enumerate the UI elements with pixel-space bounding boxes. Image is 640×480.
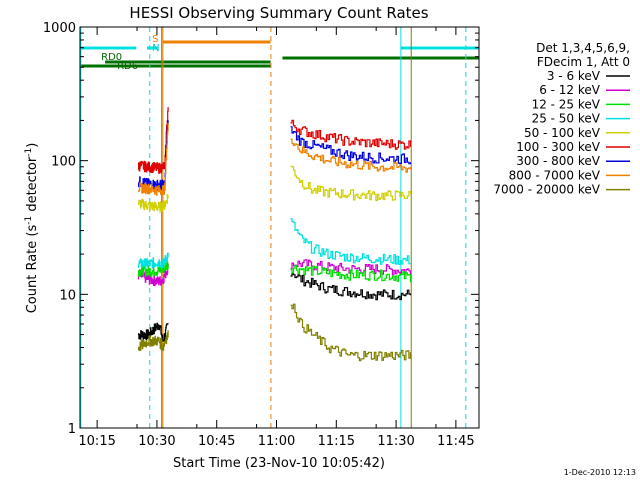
footer-date: 1-Dec-2010 12:13 (564, 468, 636, 477)
chart-title: HESSI Observing Summary Count Rates (129, 4, 428, 22)
series-line (290, 273, 411, 301)
legend-header-2: FDecim 1, Att 0 (537, 55, 630, 69)
y-tick-label: 1 (68, 422, 76, 437)
legend-entry-label: 7000 - 20000 keV (493, 183, 600, 197)
series-line (138, 194, 169, 213)
series-line (138, 120, 169, 191)
series-line (138, 107, 169, 174)
series-line (290, 218, 411, 265)
series-line (290, 303, 411, 362)
y-axis-label-end: ) (25, 143, 40, 148)
y-axis-label-main: Count Rate (s (25, 225, 40, 314)
y-axis-label-sup1: -1 (24, 216, 34, 225)
y-axis-label-sup2: -1 (24, 148, 34, 157)
plot-frame (79, 26, 480, 429)
x-tick-label: 11:00 (258, 434, 295, 449)
y-axis-label-mid: detector (25, 156, 40, 216)
annotation-label: RD6 (117, 61, 138, 72)
legend-header-1: Det 1,3,4,5,6,9, (536, 41, 630, 55)
annotation-label: N (152, 43, 159, 54)
series-line (290, 138, 411, 173)
series-line (290, 119, 411, 150)
y-tick-label: 10 (59, 288, 76, 303)
series-line (138, 322, 169, 342)
legend-entry-label: 100 - 300 keV (516, 140, 600, 154)
legend-entry-label: 6 - 12 keV (539, 83, 601, 97)
x-tick-label: 11:30 (377, 434, 414, 449)
y-tick-label: 100 (51, 155, 76, 170)
legend-entry-label: 3 - 6 keV (547, 69, 601, 83)
y-axis-label: Count Rate (s-1 detector-1) (24, 143, 40, 314)
x-tick-label: 11:45 (437, 434, 474, 449)
series-line (290, 165, 411, 202)
legend-entry-label: 800 - 7000 keV (509, 168, 601, 182)
legend: Det 1,3,4,5,6,9, FDecim 1, Att 0 3 - 6 k… (493, 41, 630, 197)
series-line (138, 122, 169, 196)
x-tick-label: 11:15 (318, 434, 355, 449)
series-line (138, 330, 169, 351)
x-tick-label: 10:15 (78, 434, 115, 449)
x-axis-label: Start Time (23-Nov-10 10:05:42) (173, 456, 385, 471)
series-line (138, 261, 169, 277)
legend-entry-label: 12 - 25 keV (532, 97, 601, 111)
axes: 1 10 100 1000 10:15 10:30 10:45 11:00 11:15 11:30… (43, 21, 480, 449)
annotation-label: S (152, 34, 158, 45)
series-line (138, 252, 169, 270)
series-line (290, 265, 411, 283)
legend-entry-label: 50 - 100 keV (524, 126, 601, 140)
x-tick-label: 10:45 (198, 434, 235, 449)
y-tick-label: 1000 (43, 21, 76, 36)
legend-entry-label: 25 - 50 keV (532, 112, 601, 126)
annotation-label: RD0 (101, 52, 122, 63)
x-tick-label: 10:30 (138, 434, 175, 449)
legend-entry-label: 300 - 800 keV (516, 154, 600, 168)
series-line (290, 126, 411, 165)
